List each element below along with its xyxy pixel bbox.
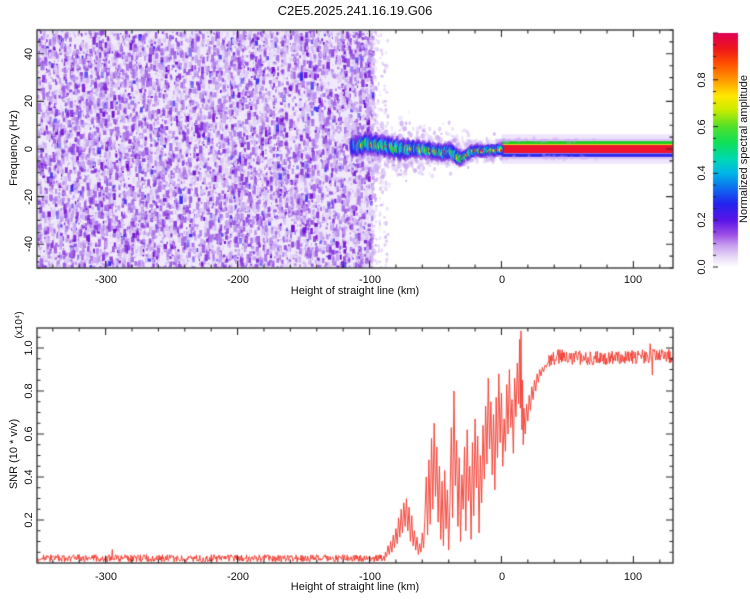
snr-y-tick-08: 0.8 [23, 383, 35, 399]
snr-y-tick-04: 0.4 [23, 469, 35, 485]
spectrogram-y-tick-20: 20 [23, 94, 35, 108]
snr-y-tick-10: 1.0 [23, 340, 35, 356]
snr-x-tick-m200: -200 [226, 571, 250, 583]
spectrogram-y-tick-40: 40 [23, 47, 35, 61]
snr-y-axis-label: SNR (10 * v/v) [8, 418, 20, 490]
spectrogram-x-tick-m200: -200 [226, 274, 250, 286]
spectrogram-y-axis-label: Frequency (Hz) [8, 110, 20, 186]
colorbar-tick-02: 0.2 [696, 212, 708, 228]
spectrogram-y-tick-0: 0 [23, 145, 35, 153]
spectrogram-x-tick-0: 0 [498, 274, 506, 286]
spectrogram-x-tick-100: 100 [623, 274, 643, 286]
snr-x-tick-0: 0 [498, 571, 506, 583]
snr-y-tick-06: 0.6 [23, 426, 35, 442]
spectrogram-x-axis-label: Height of straight line (km) [290, 285, 420, 297]
snr-x-tick-100: 100 [623, 571, 643, 583]
snr-x-axis-label: Height of straight line (km) [290, 581, 420, 593]
spectrogram-x-tick-m100: -100 [358, 274, 382, 286]
colorbar-axis-label: Normalized spectral amplitude [738, 75, 750, 223]
colorbar-tick-06: 0.6 [696, 119, 708, 135]
colorbar-tick-08: 0.8 [696, 72, 708, 88]
spectrogram-y-tick-m20: -20 [23, 189, 35, 205]
figure-title: C2E5.2025.241.16.19.G06 [277, 3, 433, 18]
snr-x-tick-m100: -100 [358, 571, 382, 583]
colorbar-tick-04: 0.4 [696, 165, 708, 181]
snr-x-tick-m300: -300 [94, 571, 118, 583]
spectrogram-y-tick-m40: -40 [23, 236, 35, 252]
spectrogram-x-tick-m300: -300 [94, 274, 118, 286]
colorbar-tick-00: 0.0 [696, 259, 708, 275]
snr-y-tick-02: 0.2 [23, 512, 35, 528]
